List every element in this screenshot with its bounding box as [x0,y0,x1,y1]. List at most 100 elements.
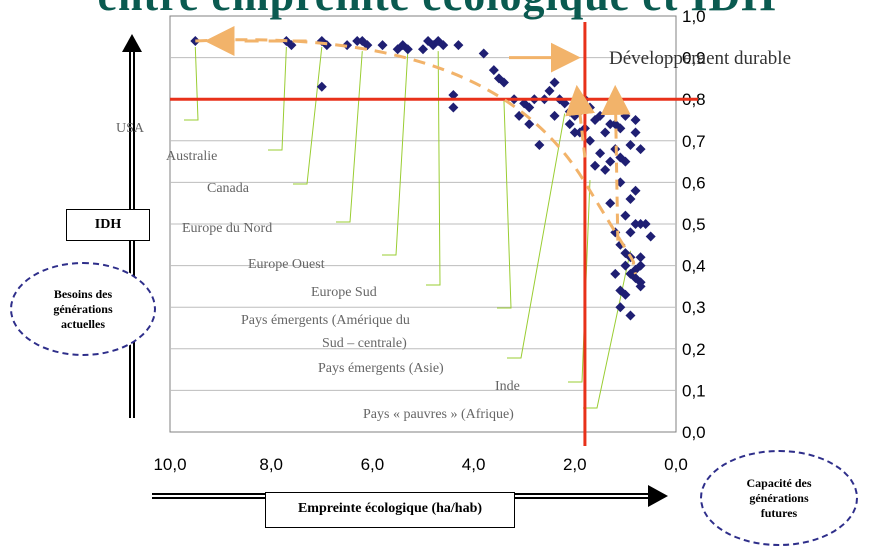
x-tick-label: 0,0 [664,455,688,474]
data-point [402,44,413,55]
data-point [286,40,297,51]
data-point [625,227,636,238]
y-tick-label: 0,7 [682,132,706,151]
y-tick-label: 0,9 [682,49,706,68]
data-point [625,139,636,150]
data-point [625,310,636,321]
data-point [534,139,545,150]
current-needs-bubble: Besoins des générations actuelles [10,262,156,356]
data-point [620,260,631,271]
data-point [549,110,560,121]
country-group-label: Australie [166,149,217,164]
label-leader-line [293,46,323,185]
y-tick-label: 0,1 [682,381,706,400]
y-tick-label: 0,2 [682,340,706,359]
data-point [620,156,631,167]
data-point [625,268,636,279]
y-tick-label: 0,3 [682,298,706,317]
data-point [605,156,616,167]
label-leader-line [583,250,631,409]
data-point [524,102,535,113]
data-point [620,210,631,221]
label-leader-line [336,51,363,223]
label-leader-line [184,46,199,121]
label-leader-line [268,46,287,151]
x-tick-label: 10,0 [153,455,186,474]
data-point [498,77,509,88]
data-point [438,40,449,51]
country-group-label: Europe Ouest [248,257,325,272]
data-point [605,119,616,130]
data-point [569,127,580,138]
data-point [564,119,575,130]
data-point [524,119,535,130]
label-leader-line [426,51,441,286]
data-point [605,198,616,209]
data-point [595,148,606,159]
data-point [615,285,626,296]
data-point [640,219,651,229]
data-point [635,252,646,263]
sustainable-development-label: Développement durable [609,48,791,69]
data-point [418,44,428,55]
y-tick-label: 0,5 [682,215,706,234]
data-point [488,65,499,76]
data-point [615,123,626,134]
label-leader-line [382,51,409,256]
x-tick-label: 8,0 [259,455,283,474]
data-point [630,115,641,125]
data-point [600,127,611,138]
x-tick-label: 2,0 [563,455,587,474]
data-point [453,40,464,51]
country-group-label: Europe Sud [311,285,377,300]
data-point [610,268,621,279]
data-point [630,219,641,229]
y-tick-label: 0,6 [682,173,706,192]
data-point [478,48,489,59]
scatter-chart: 0,00,10,20,30,40,50,60,70,80,91,010,0 8,0… [116,7,791,507]
data-point [377,40,388,51]
label-leader-line [497,101,512,309]
country-group-label: Canada [207,181,250,196]
label-leader-line [507,113,566,359]
y-tick-label: 0,0 [682,423,706,442]
future-capacity-bubble: Capacité des générations futures [700,450,858,546]
x-tick-label: 4,0 [462,455,486,474]
y-tick-label: 1,0 [682,7,706,26]
data-point [630,185,641,196]
current-needs-label: Besoins des générations actuelles [53,286,113,331]
x-tick-label: 6,0 [361,455,385,474]
trend-curve [195,38,637,275]
country-group-label: Pays « pauvres » (Afrique) [363,407,514,422]
country-group-label: Pays émergents (Asie) [318,361,444,376]
data-point [625,194,636,205]
country-group-label: Europe du Nord [182,221,272,236]
idh-label-box: IDH [66,209,150,241]
data-point [544,85,555,96]
arrow-up-asia [565,84,595,158]
data-point [635,219,646,229]
data-point [352,35,363,46]
data-point [635,144,646,155]
data-point [630,127,641,138]
bottom-axis-arrowhead [648,485,668,507]
page-title: entre empreinte écologique et IDH [0,0,874,21]
country-group-label: Pays émergents (Amérique du Sud – central… [241,313,410,351]
data-point [615,302,626,313]
data-point [600,164,611,175]
data-point [635,281,646,292]
data-point [316,81,327,92]
data-point [584,135,595,146]
data-point [635,260,646,271]
future-capacity-label: Capacité des générations futures [746,475,812,520]
country-group-label: USA [116,121,145,136]
data-point [590,160,601,171]
data-point [645,231,656,242]
y-tick-label: 0,4 [682,257,706,276]
country-group-label: Inde [495,379,520,394]
data-point [448,102,459,113]
arrow-up-africa [600,84,631,241]
left-axis-arrowhead [122,34,142,52]
data-point [549,77,560,88]
